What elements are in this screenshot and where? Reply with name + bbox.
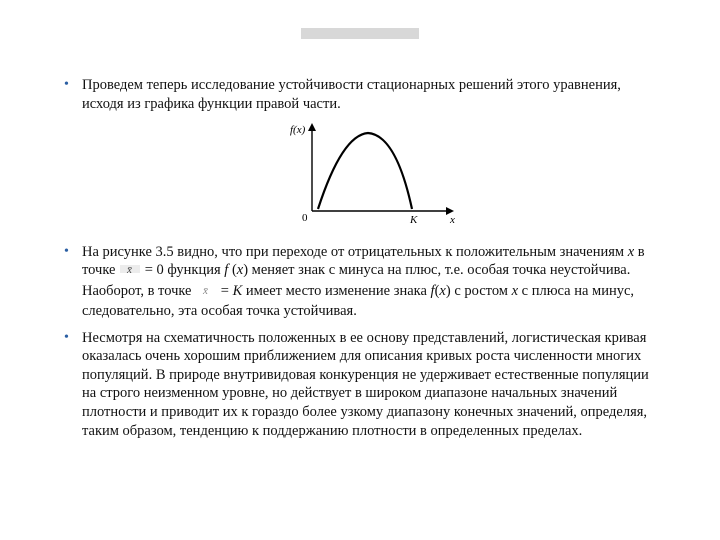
origin-label: 0 [302, 212, 308, 224]
function-graph: 0 f(x) x K [284, 117, 462, 229]
b2-K: K [233, 283, 243, 299]
bullet-item-2: На рисунке 3.5 видно, что при переходе о… [60, 243, 664, 321]
svg-text:x̄: x̄ [202, 285, 208, 297]
bullet-list: Проведем теперь исследование устойчивост… [60, 76, 664, 440]
curve [318, 133, 412, 209]
x-axis-label: x [449, 214, 455, 226]
b2-eq0: = 0 функция [141, 262, 224, 278]
bullet-item-1: Проведем теперь исследование устойчивост… [60, 76, 664, 235]
bullet-1-text: Проведем теперь исследование устойчивост… [82, 77, 621, 112]
b2-f: f [224, 262, 232, 278]
b2-eqK: = [217, 283, 232, 299]
b2-pre: На рисунке 3.5 видно, что при переходе о… [82, 244, 628, 260]
xbar-symbol-2: x̄ [195, 283, 217, 303]
b2-mid2: имеет место изменение знака [242, 283, 430, 299]
y-axis-label: f(x) [290, 124, 306, 136]
svg-text:x̄: x̄ [126, 264, 132, 276]
slide: Проведем теперь исследование устойчивост… [0, 0, 720, 540]
bullet-3-text: Несмотря на схематичность положенных в е… [82, 330, 649, 439]
k-label: K [409, 214, 418, 226]
bullet-item-3: Несмотря на схематичность положенных в е… [60, 329, 664, 440]
y-axis-arrow [308, 123, 316, 131]
title-placeholder-bar [301, 28, 419, 39]
xbar-symbol-1: x̄ [119, 262, 141, 282]
figure-wrap: 0 f(x) x K [82, 117, 664, 235]
b2-afterfx2: ) с ростом [446, 283, 512, 299]
